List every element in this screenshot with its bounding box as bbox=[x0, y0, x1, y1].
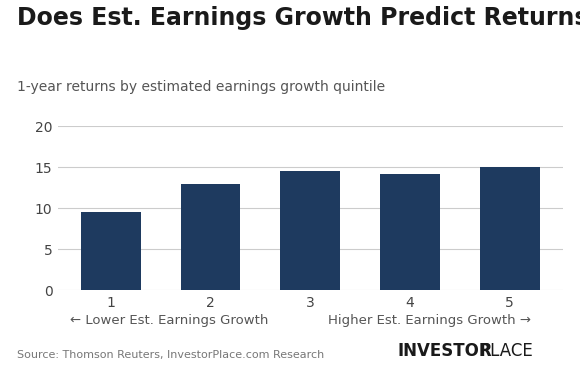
Text: 1-year returns by estimated earnings growth quintile: 1-year returns by estimated earnings gro… bbox=[17, 80, 386, 94]
Bar bbox=[280, 171, 340, 290]
Text: PLACE: PLACE bbox=[480, 342, 533, 360]
Text: INVESTOR: INVESTOR bbox=[397, 342, 492, 360]
Text: Higher Est. Earnings Growth →: Higher Est. Earnings Growth → bbox=[328, 314, 531, 327]
Bar bbox=[81, 212, 141, 290]
Bar bbox=[480, 167, 539, 290]
Text: Does Est. Earnings Growth Predict Returns?: Does Est. Earnings Growth Predict Return… bbox=[17, 6, 580, 30]
Bar bbox=[180, 184, 241, 290]
Text: Source: Thomson Reuters, InvestorPlace.com Research: Source: Thomson Reuters, InvestorPlace.c… bbox=[17, 350, 325, 360]
Bar bbox=[380, 174, 440, 290]
Text: ← Lower Est. Earnings Growth: ← Lower Est. Earnings Growth bbox=[70, 314, 268, 327]
